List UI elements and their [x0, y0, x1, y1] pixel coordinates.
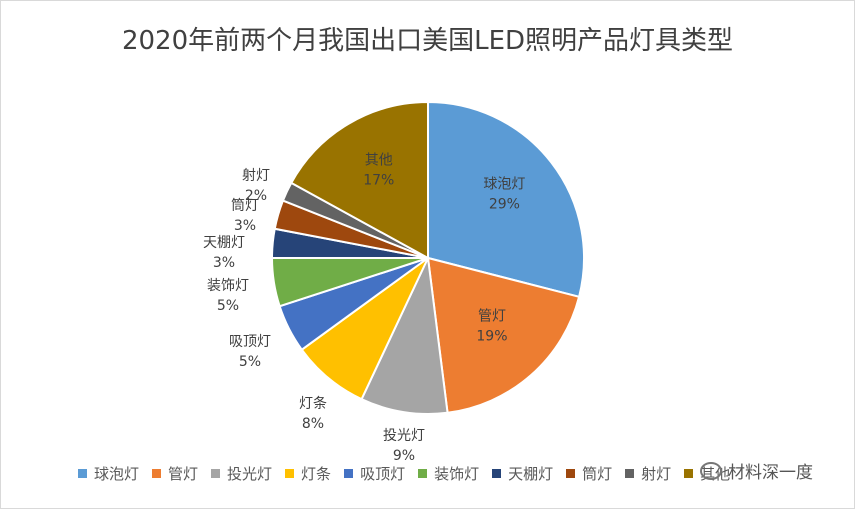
slice-category-label: 球泡灯 [483, 177, 525, 193]
chart-title: 2020年前两个月我国出口美国LED照明产品灯具类型 [121, 26, 734, 56]
legend-item: 射灯 [625, 463, 671, 484]
legend-item: 装饰灯 [418, 463, 479, 484]
legend-item: 天棚灯 [492, 463, 553, 484]
legend-label: 球泡灯 [94, 465, 140, 483]
slice-category-label: 天棚灯 [203, 235, 245, 251]
slice-percent-label: 5% [239, 354, 261, 370]
legend-swatch [492, 469, 502, 478]
slice-category-label: 射灯 [242, 168, 270, 184]
slice-category-label: 管灯 [478, 309, 506, 325]
legend: 球泡灯 管灯 投光灯 灯条 吸顶灯 装饰灯 天棚灯 筒灯 射灯 其他 [78, 463, 743, 484]
legend-swatch [566, 469, 576, 478]
slice-category-label: 吸顶灯 [229, 334, 271, 350]
slice-category-label: 装饰灯 [207, 278, 249, 294]
legend-label: 装饰灯 [434, 465, 480, 483]
slice-percent-label: 3% [213, 255, 235, 271]
legend-swatch [344, 469, 354, 478]
pie-slice-10 [289, 100, 429, 260]
slice-percent-label: 9% [393, 448, 415, 464]
legend-item: 筒灯 [566, 463, 612, 484]
slice-percent-label: 3% [234, 218, 256, 234]
slice-percent-label: 17% [363, 173, 394, 189]
slice-percent-label: 29% [489, 197, 520, 213]
slice-category-label: 筒灯 [231, 197, 259, 214]
slice-category-label: 其他 [365, 153, 393, 169]
legend-item: 吸顶灯 [344, 463, 405, 484]
watermark-text: 材料深一度 [728, 463, 813, 483]
pie-slice-2 [426, 256, 581, 414]
slice-percent-label: 5% [217, 298, 239, 314]
legend-swatch [211, 469, 221, 478]
legend-item: 投光灯 [211, 463, 272, 484]
watermark: 材料深一度 [700, 458, 813, 483]
legend-label: 天棚灯 [508, 465, 554, 483]
legend-label: 管灯 [168, 465, 199, 483]
legend-label: 投光灯 [227, 465, 273, 483]
legend-label: 射灯 [641, 465, 672, 483]
legend-label: 灯条 [301, 465, 332, 483]
legend-item: 管灯 [152, 463, 198, 484]
legend-label: 吸顶灯 [360, 465, 406, 483]
slice-category-label: 灯条 [299, 395, 327, 412]
wechat-icon [700, 461, 722, 480]
slice-percent-label: 19% [476, 329, 507, 345]
slice-percent-label: 8% [302, 416, 324, 432]
legend-swatch [152, 469, 162, 478]
legend-swatch [418, 469, 428, 478]
pie-slice-1 [427, 100, 585, 299]
slice-percent-label: 2% [245, 188, 267, 204]
slice-category-label: 投光灯 [383, 428, 425, 444]
legend-swatch [285, 469, 295, 478]
legend-item: 灯条 [285, 463, 331, 484]
legend-item: 球泡灯 [78, 463, 139, 484]
legend-swatch [684, 469, 694, 478]
legend-swatch [625, 469, 635, 478]
legend-swatch [78, 469, 87, 478]
legend-label: 筒灯 [582, 465, 613, 483]
pie-slice-3 [360, 254, 449, 415]
